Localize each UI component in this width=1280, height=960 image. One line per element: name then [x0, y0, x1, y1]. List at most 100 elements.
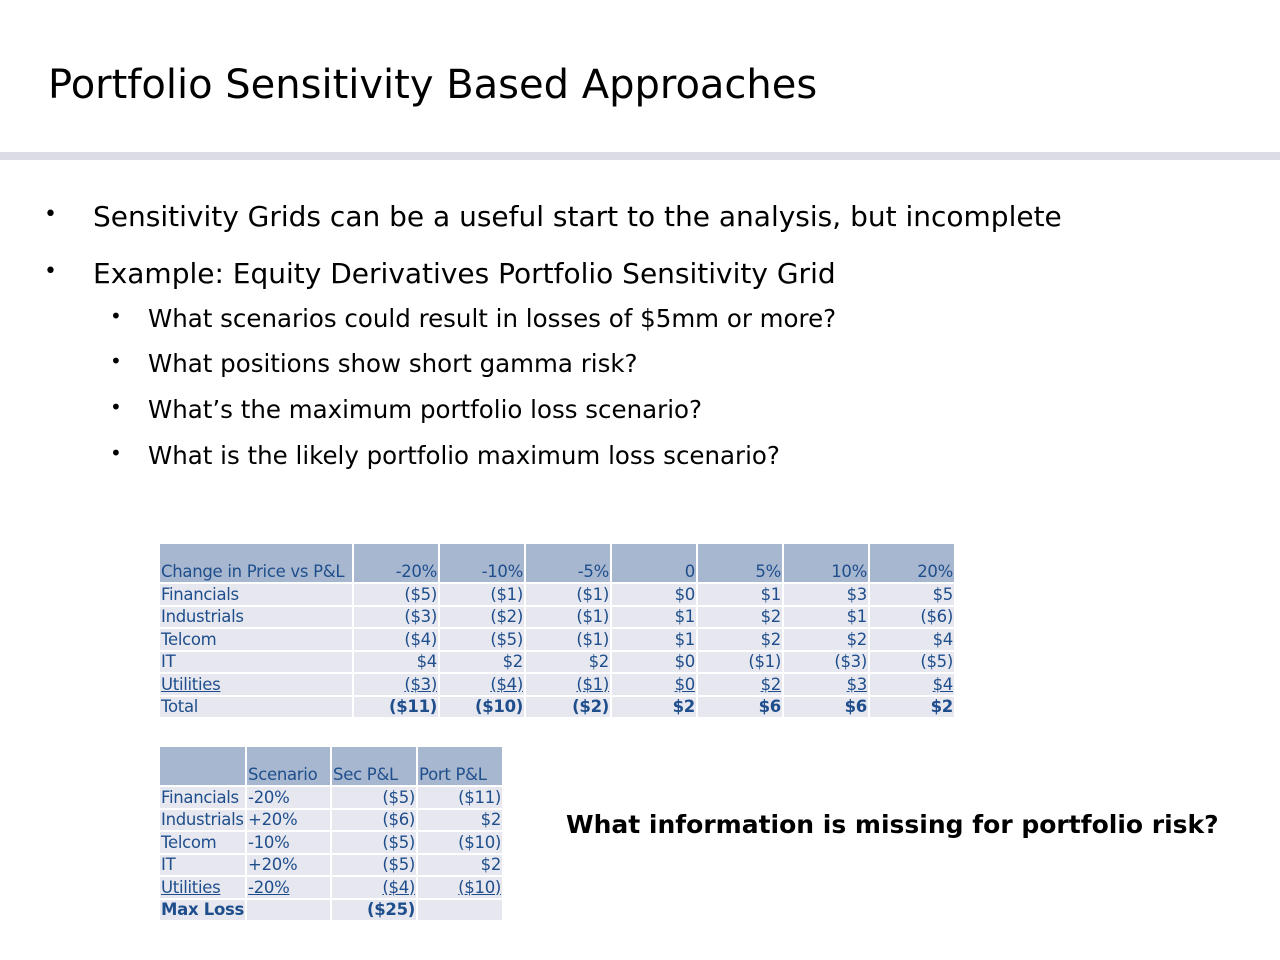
- row-label: Telcom: [160, 832, 246, 853]
- table-row: Financials ($5) ($1) ($1) $0 $1 $3 $5: [160, 584, 954, 605]
- table-cell: $3: [784, 584, 868, 605]
- table-row: Telcom ($4) ($5) ($1) $1 $2 $2 $4: [160, 629, 954, 650]
- table-cell: ($3): [354, 674, 438, 695]
- bullet-icon: •: [110, 349, 122, 373]
- table-cell: ($10): [418, 832, 503, 853]
- table-cell: $1: [612, 606, 696, 627]
- row-label: Utilities: [160, 674, 352, 695]
- header-cell: [160, 747, 246, 785]
- row-label: Utilities: [160, 877, 246, 898]
- table-cell: ($4): [354, 629, 438, 650]
- table-cell: ($3): [354, 606, 438, 627]
- total-row: Total ($11) ($10) ($2) $2 $6 $6 $2: [160, 696, 954, 717]
- table-cell: ($1): [698, 651, 782, 672]
- table-cell: ($2): [440, 606, 524, 627]
- bullet-icon: •: [110, 304, 122, 328]
- table-cell: $3: [784, 674, 868, 695]
- header-cell: 10%: [784, 544, 868, 582]
- header-cell: Scenario: [247, 747, 331, 785]
- total-cell: $6: [698, 696, 782, 717]
- table-cell: $2: [698, 629, 782, 650]
- table-cell: $2: [698, 674, 782, 695]
- total-cell: $2: [612, 696, 696, 717]
- table-row: Telcom -10% ($5) ($10): [160, 832, 503, 853]
- table-cell: ($6): [332, 809, 417, 830]
- row-label: IT: [160, 651, 352, 672]
- sub-bullet-text: What scenarios could result in losses of…: [148, 304, 837, 333]
- table-cell: ($10): [418, 877, 503, 898]
- bullet-icon: •: [44, 202, 57, 227]
- table-row: Utilities -20% ($4) ($10): [160, 877, 503, 898]
- row-label: Industrials: [160, 809, 246, 830]
- header-cell: -20%: [354, 544, 438, 582]
- table-cell: ($1): [526, 606, 610, 627]
- scenario-table: Scenario Sec P&L Port P&L Financials -20…: [158, 745, 504, 922]
- table-cell: ($5): [354, 584, 438, 605]
- table-row: Industrials ($3) ($2) ($1) $1 $2 $1 ($6): [160, 606, 954, 627]
- table-cell: $0: [612, 584, 696, 605]
- table-cell: $1: [698, 584, 782, 605]
- table-cell: ($4): [440, 674, 524, 695]
- header-cell: 5%: [698, 544, 782, 582]
- total-cell: ($10): [440, 696, 524, 717]
- table-cell: $2: [698, 606, 782, 627]
- table-cell: $2: [526, 651, 610, 672]
- table-header-row: Scenario Sec P&L Port P&L: [160, 747, 503, 785]
- row-label: Total: [160, 696, 352, 717]
- table-cell: [418, 899, 503, 920]
- row-label: Telcom: [160, 629, 352, 650]
- table-cell: ($1): [526, 674, 610, 695]
- table-cell: [247, 899, 331, 920]
- table-cell: $1: [784, 606, 868, 627]
- table-cell: $2: [440, 651, 524, 672]
- max-loss-value: ($25): [332, 899, 417, 920]
- table-header-row: Change in Price vs P&L -20% -10% -5% 0 5…: [160, 544, 954, 582]
- header-cell: Change in Price vs P&L: [160, 544, 352, 582]
- header-cell: -5%: [526, 544, 610, 582]
- table-cell: +20%: [247, 809, 331, 830]
- missing-info-question: What information is missing for portfoli…: [566, 810, 1219, 839]
- table-cell: $1: [612, 629, 696, 650]
- header-cell: Port P&L: [418, 747, 503, 785]
- total-cell: ($11): [354, 696, 438, 717]
- header-cell: 20%: [870, 544, 954, 582]
- table-row: Financials -20% ($5) ($11): [160, 787, 503, 808]
- table-cell: -20%: [247, 787, 331, 808]
- bullet-icon: •: [44, 259, 57, 284]
- header-cell: Sec P&L: [332, 747, 417, 785]
- table-row: IT $4 $2 $2 $0 ($1) ($3) ($5): [160, 651, 954, 672]
- table-cell: -20%: [247, 877, 331, 898]
- table-cell: $4: [870, 629, 954, 650]
- max-loss-row: Max Loss ($25): [160, 899, 503, 920]
- header-cell: 0: [612, 544, 696, 582]
- table-cell: $5: [870, 584, 954, 605]
- table-cell: ($5): [332, 832, 417, 853]
- bullet-icon: •: [110, 395, 122, 419]
- total-cell: ($2): [526, 696, 610, 717]
- table-cell: ($5): [332, 787, 417, 808]
- bullet-text: Example: Equity Derivatives Portfolio Se…: [93, 257, 836, 290]
- table-row: Industrials +20% ($6) $2: [160, 809, 503, 830]
- table-cell: $4: [870, 674, 954, 695]
- sensitivity-grid-table: Change in Price vs P&L -20% -10% -5% 0 5…: [158, 542, 956, 719]
- sub-bullet-text: What positions show short gamma risk?: [148, 349, 638, 378]
- table-cell: ($1): [526, 584, 610, 605]
- table-cell: $2: [418, 809, 503, 830]
- table-cell: ($3): [784, 651, 868, 672]
- bullet-text: Sensitivity Grids can be a useful start …: [93, 200, 1062, 233]
- table-cell: $0: [612, 651, 696, 672]
- table-cell: ($4): [332, 877, 417, 898]
- table-cell: ($5): [440, 629, 524, 650]
- table-cell: $0: [612, 674, 696, 695]
- total-cell: $2: [870, 696, 954, 717]
- header-cell: -10%: [440, 544, 524, 582]
- row-label: Max Loss: [160, 899, 246, 920]
- table-row: IT +20% ($5) $2: [160, 854, 503, 875]
- row-label: Financials: [160, 787, 246, 808]
- bullet-icon: •: [110, 441, 122, 465]
- sub-bullet-text: What’s the maximum portfolio loss scenar…: [148, 395, 703, 424]
- table-cell: ($5): [332, 854, 417, 875]
- table-cell: ($1): [440, 584, 524, 605]
- title-divider: [0, 152, 1280, 160]
- table-cell: $2: [784, 629, 868, 650]
